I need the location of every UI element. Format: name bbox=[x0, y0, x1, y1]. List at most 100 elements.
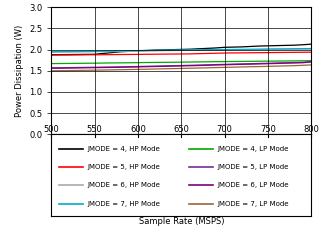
JMODE = 5, LP Mode bbox=[127, 65, 131, 68]
JMODE = 5, LP Mode bbox=[67, 66, 71, 69]
Line: JMODE = 4, LP Mode: JMODE = 4, LP Mode bbox=[51, 61, 311, 64]
JMODE = 7, HP Mode bbox=[197, 48, 201, 51]
JMODE = 4, HP Mode bbox=[240, 45, 244, 48]
JMODE = 5, LP Mode bbox=[292, 61, 296, 64]
JMODE = 6, LP Mode bbox=[93, 66, 97, 69]
JMODE = 6, HP Mode bbox=[153, 49, 157, 52]
JMODE = 6, HP Mode bbox=[301, 48, 305, 51]
Text: 700: 700 bbox=[217, 125, 233, 134]
JMODE = 7, LP Mode bbox=[136, 68, 140, 71]
JMODE = 4, LP Mode bbox=[101, 61, 105, 64]
JMODE = 6, HP Mode bbox=[223, 48, 227, 51]
JMODE = 4, LP Mode bbox=[110, 61, 114, 64]
JMODE = 5, HP Mode bbox=[197, 52, 201, 55]
JMODE = 4, HP Mode bbox=[231, 46, 235, 49]
Line: JMODE = 4, HP Mode: JMODE = 4, HP Mode bbox=[51, 44, 311, 55]
JMODE = 7, HP Mode bbox=[214, 48, 218, 51]
JMODE = 4, LP Mode bbox=[266, 60, 270, 63]
JMODE = 7, HP Mode bbox=[171, 49, 175, 52]
JMODE = 7, LP Mode bbox=[283, 64, 287, 67]
JMODE = 6, LP Mode bbox=[249, 63, 253, 66]
Text: 600: 600 bbox=[130, 125, 146, 134]
JMODE = 4, LP Mode bbox=[162, 61, 166, 64]
JMODE = 5, HP Mode bbox=[205, 52, 209, 55]
JMODE = 4, LP Mode bbox=[283, 60, 287, 62]
JMODE = 4, HP Mode bbox=[67, 53, 71, 56]
JMODE = 7, LP Mode bbox=[49, 69, 53, 72]
JMODE = 4, LP Mode bbox=[197, 61, 201, 63]
Text: JMODE = 6, HP Mode: JMODE = 6, HP Mode bbox=[88, 182, 160, 188]
JMODE = 7, HP Mode bbox=[119, 49, 123, 52]
JMODE = 6, HP Mode bbox=[162, 49, 166, 52]
JMODE = 6, LP Mode bbox=[257, 62, 261, 65]
JMODE = 7, LP Mode bbox=[84, 69, 88, 72]
JMODE = 5, HP Mode bbox=[171, 52, 175, 55]
JMODE = 7, HP Mode bbox=[136, 49, 140, 52]
JMODE = 6, LP Mode bbox=[49, 67, 53, 70]
JMODE = 6, LP Mode bbox=[266, 62, 270, 65]
JMODE = 4, HP Mode bbox=[119, 50, 123, 53]
JMODE = 5, LP Mode bbox=[153, 65, 157, 68]
JMODE = 4, HP Mode bbox=[49, 53, 53, 56]
JMODE = 6, HP Mode bbox=[257, 48, 261, 51]
JMODE = 6, HP Mode bbox=[205, 49, 209, 52]
JMODE = 6, HP Mode bbox=[292, 48, 296, 51]
JMODE = 6, LP Mode bbox=[231, 63, 235, 66]
JMODE = 6, LP Mode bbox=[145, 65, 149, 68]
JMODE = 6, HP Mode bbox=[283, 48, 287, 51]
JMODE = 5, LP Mode bbox=[171, 64, 175, 67]
JMODE = 4, LP Mode bbox=[240, 60, 244, 63]
JMODE = 6, LP Mode bbox=[58, 67, 62, 70]
JMODE = 4, LP Mode bbox=[171, 61, 175, 64]
JMODE = 5, HP Mode bbox=[283, 51, 287, 54]
JMODE = 5, HP Mode bbox=[309, 51, 313, 54]
JMODE = 4, LP Mode bbox=[179, 61, 183, 64]
JMODE = 6, HP Mode bbox=[197, 49, 201, 52]
JMODE = 6, LP Mode bbox=[275, 62, 279, 65]
JMODE = 6, HP Mode bbox=[231, 48, 235, 51]
JMODE = 5, LP Mode bbox=[223, 63, 227, 66]
JMODE = 5, LP Mode bbox=[283, 61, 287, 64]
JMODE = 4, HP Mode bbox=[84, 53, 88, 56]
JMODE = 6, LP Mode bbox=[127, 66, 131, 69]
JMODE = 4, HP Mode bbox=[301, 43, 305, 46]
JMODE = 6, HP Mode bbox=[58, 51, 62, 53]
JMODE = 4, HP Mode bbox=[145, 49, 149, 52]
JMODE = 6, LP Mode bbox=[283, 62, 287, 65]
JMODE = 4, LP Mode bbox=[257, 60, 261, 63]
JMODE = 7, HP Mode bbox=[257, 48, 261, 51]
JMODE = 5, HP Mode bbox=[240, 51, 244, 54]
JMODE = 7, HP Mode bbox=[110, 50, 114, 52]
JMODE = 4, LP Mode bbox=[145, 61, 149, 64]
JMODE = 6, LP Mode bbox=[240, 63, 244, 66]
JMODE = 7, HP Mode bbox=[240, 48, 244, 51]
JMODE = 7, LP Mode bbox=[171, 67, 175, 70]
JMODE = 6, LP Mode bbox=[205, 64, 209, 67]
JMODE = 6, LP Mode bbox=[119, 66, 123, 69]
JMODE = 4, LP Mode bbox=[309, 59, 313, 62]
JMODE = 5, HP Mode bbox=[119, 53, 123, 56]
JMODE = 5, HP Mode bbox=[58, 54, 62, 57]
JMODE = 5, HP Mode bbox=[275, 51, 279, 54]
Text: JMODE = 4, HP Mode: JMODE = 4, HP Mode bbox=[88, 146, 160, 152]
JMODE = 5, HP Mode bbox=[101, 53, 105, 56]
JMODE = 6, LP Mode bbox=[162, 65, 166, 68]
JMODE = 6, LP Mode bbox=[101, 66, 105, 69]
Text: JMODE = 5, HP Mode: JMODE = 5, HP Mode bbox=[88, 164, 160, 170]
JMODE = 7, HP Mode bbox=[153, 49, 157, 52]
JMODE = 4, LP Mode bbox=[188, 61, 192, 63]
JMODE = 4, HP Mode bbox=[249, 45, 253, 48]
JMODE = 6, LP Mode bbox=[309, 61, 313, 63]
JMODE = 6, LP Mode bbox=[301, 61, 305, 64]
Text: JMODE = 7, LP Mode: JMODE = 7, LP Mode bbox=[218, 201, 289, 207]
JMODE = 5, LP Mode bbox=[214, 63, 218, 66]
Text: Sample Rate (MSPS): Sample Rate (MSPS) bbox=[139, 217, 224, 226]
JMODE = 5, HP Mode bbox=[249, 51, 253, 54]
JMODE = 5, LP Mode bbox=[93, 66, 97, 69]
JMODE = 5, HP Mode bbox=[136, 53, 140, 56]
JMODE = 7, HP Mode bbox=[266, 48, 270, 51]
JMODE = 5, HP Mode bbox=[145, 53, 149, 56]
JMODE = 7, HP Mode bbox=[84, 50, 88, 53]
JMODE = 5, HP Mode bbox=[110, 53, 114, 56]
JMODE = 5, HP Mode bbox=[188, 52, 192, 55]
